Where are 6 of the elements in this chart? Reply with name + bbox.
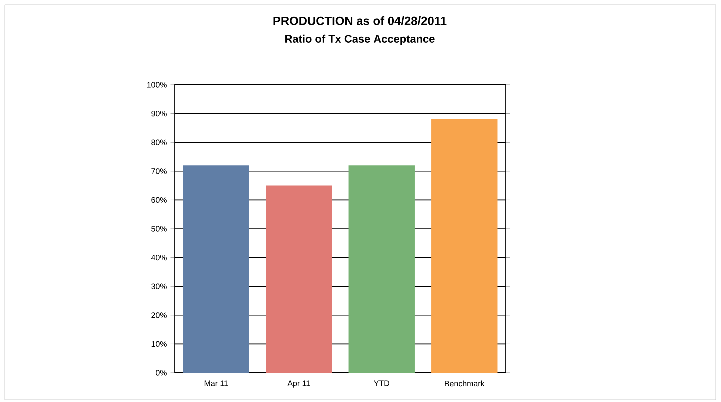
chart-title: PRODUCTION as of 04/28/2011 xyxy=(274,16,447,26)
bar xyxy=(266,186,332,373)
bar xyxy=(183,166,250,373)
bar xyxy=(348,166,415,373)
chart-subtitle: Ratio of Tx Case Acceptance xyxy=(286,34,435,46)
bar xyxy=(432,120,498,373)
